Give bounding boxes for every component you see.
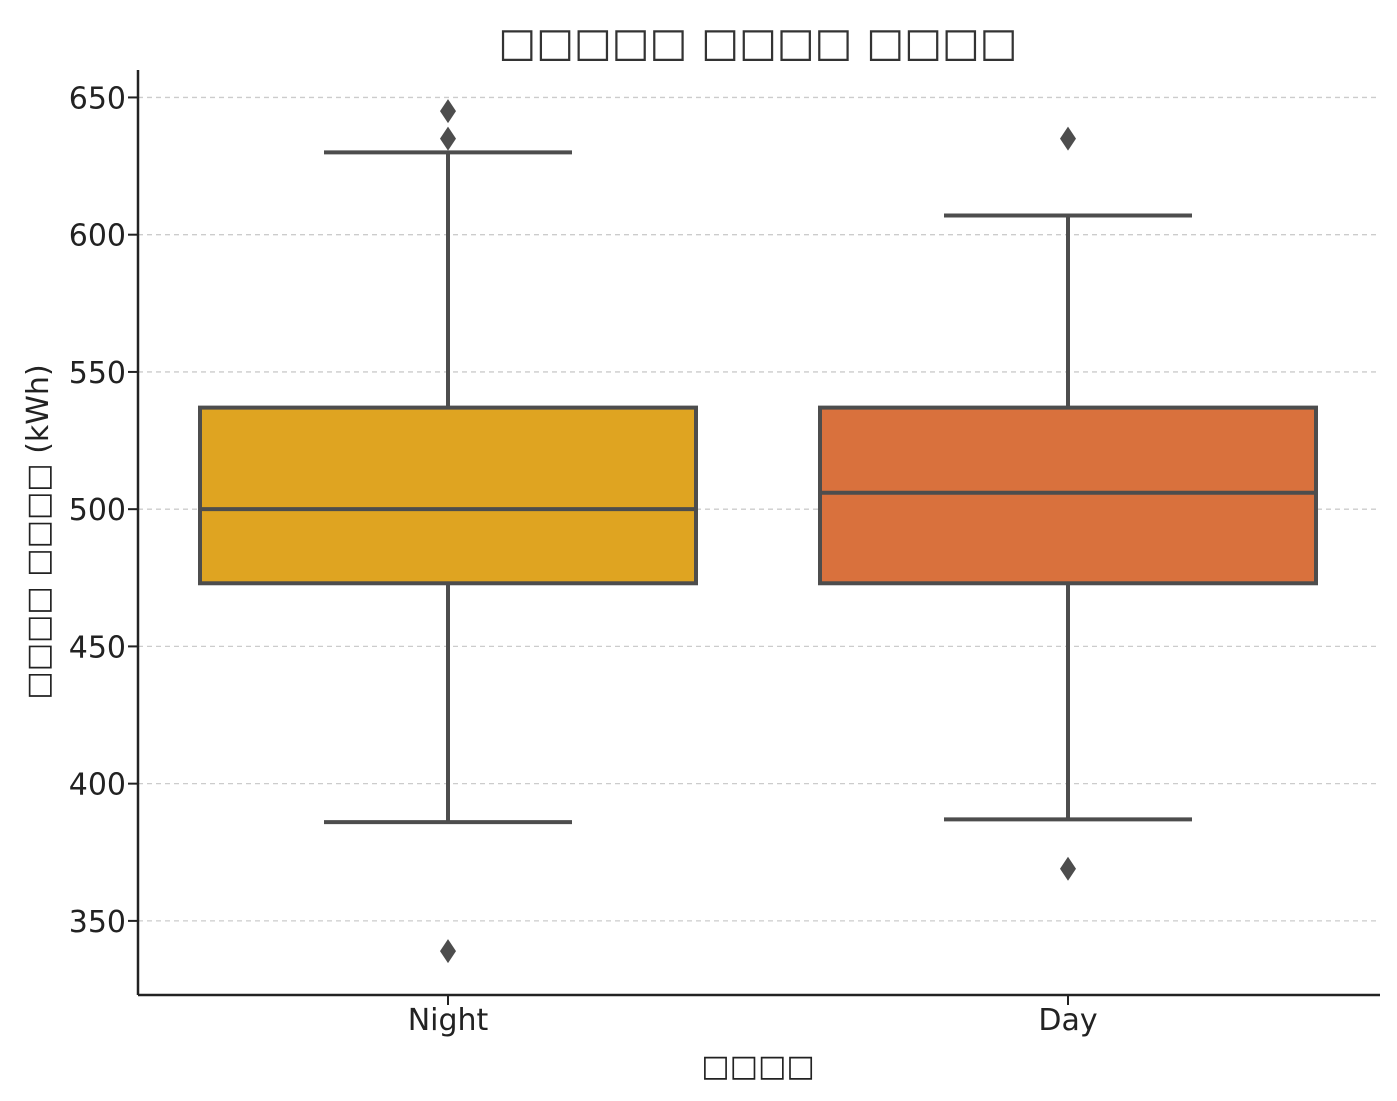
y-axis-title: □□□□ □□□□ (kWh)	[21, 364, 56, 699]
box-night	[198, 99, 698, 964]
y-tick-label: 500	[69, 493, 126, 528]
y-tick-label: 600	[69, 219, 126, 254]
x-ticks: Night Day	[408, 995, 1098, 1038]
y-ticks: 350 400 450 500 550 600 650	[69, 81, 138, 940]
x-axis-title: □□□□	[701, 1049, 814, 1084]
outlier-point	[440, 126, 456, 151]
x-tick-label: Night	[408, 1003, 489, 1038]
outlier-point	[440, 99, 456, 124]
y-tick-label: 350	[69, 905, 126, 940]
y-tick-label: 450	[69, 630, 126, 665]
outlier-point	[1060, 126, 1076, 151]
axes	[136, 70, 1380, 997]
y-tick-label: 400	[69, 768, 126, 803]
y-tick-label: 650	[69, 81, 126, 116]
box-series	[198, 99, 1318, 964]
outlier-point	[1060, 856, 1076, 881]
outlier-point	[440, 939, 456, 964]
iqr-box	[198, 405, 698, 586]
y-tick-label: 550	[69, 356, 126, 391]
iqr-box	[818, 405, 1318, 586]
chart-title: □□□□□ □□□□ □□□□	[498, 20, 1017, 66]
x-tick-label: Day	[1038, 1003, 1097, 1038]
box-day	[818, 126, 1318, 881]
